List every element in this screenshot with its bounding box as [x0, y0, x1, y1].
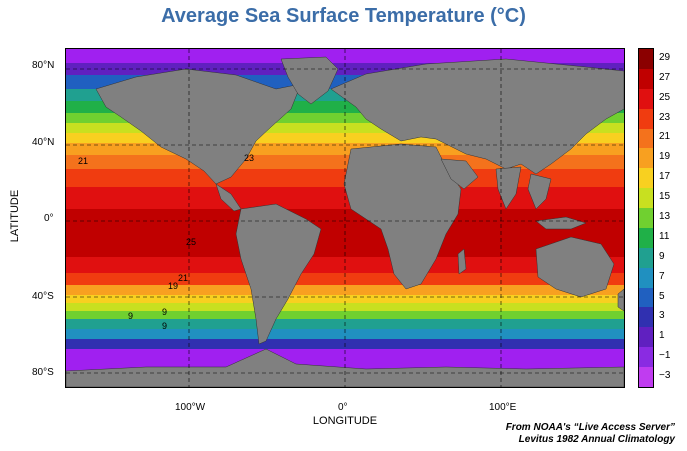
colorbar-tick-label: 15	[659, 191, 671, 203]
lon-tick-100w: 100°W	[175, 402, 206, 413]
colorbar-tick-label: 1	[659, 330, 665, 342]
temperature-colorbar	[638, 48, 654, 388]
colorbar-swatch	[639, 208, 653, 229]
madagascar	[457, 248, 467, 275]
lat-tick-0: 0°	[44, 213, 54, 224]
colorbar-tick-label: 5	[659, 290, 665, 302]
colorbar-tick-label: 17	[659, 171, 671, 183]
colorbar-tick-label: 13	[659, 211, 671, 222]
colorbar-tick-label: 27	[659, 71, 671, 83]
colorbar-tick-label: 7	[659, 270, 665, 282]
credit-line-2: Levitus 1982 Annual Climatology	[518, 434, 675, 445]
credit-text: From NOAA's “Live Access Server” Levitus…	[506, 422, 675, 446]
colorbar-swatch	[639, 88, 653, 110]
colorbar-swatch	[639, 128, 653, 149]
contour-label: 21	[78, 156, 88, 166]
longitude-axis-label: LONGITUDE	[312, 415, 378, 427]
lon-tick-0: 0°	[338, 402, 348, 413]
contour-label: 19	[168, 281, 178, 291]
colorbar-tick-label: −3	[659, 370, 671, 382]
southeast-asia	[527, 173, 552, 210]
latitude-axis-label: LATITUDE	[9, 189, 21, 243]
colorbar-tick-label: 9	[659, 250, 665, 262]
colorbar-swatch	[639, 247, 653, 269]
indonesia	[535, 216, 587, 230]
central-america	[215, 183, 242, 212]
colorbar-swatch	[639, 168, 653, 189]
sst-map: 21 23 25 21 19 9 9 9	[65, 48, 625, 388]
lat-tick-80n: 80°N	[32, 60, 55, 71]
colorbar-tick-label: 19	[659, 151, 671, 163]
new-zealand	[617, 288, 624, 312]
contour-labels: 21 23 25 21 19 9 9 9	[78, 153, 254, 331]
colorbar-swatch	[639, 367, 653, 388]
colorbar-tick-label: 25	[659, 91, 671, 103]
contour-label: 23	[244, 153, 254, 163]
contour-label: 21	[178, 273, 188, 283]
contour-label: 9	[162, 321, 167, 331]
lat-tick-40n: 40°N	[32, 137, 55, 148]
credit-line-1: From NOAA's “Live Access Server”	[505, 422, 675, 433]
colorbar-swatch	[639, 347, 653, 368]
lon-tick-100e: 100°E	[489, 402, 517, 413]
colorbar-tick-label: 21	[659, 131, 671, 143]
contour-label: 9	[128, 311, 133, 321]
map-title: Average Sea Surface Temperature (°C)	[161, 5, 526, 27]
colorbar-tick-label: 23	[659, 111, 671, 123]
south-america	[235, 203, 322, 345]
arabia	[440, 158, 479, 190]
india	[495, 166, 522, 210]
sst-map-svg: 21 23 25 21 19 9 9 9	[66, 49, 624, 387]
colorbar-swatch	[639, 68, 653, 90]
australia	[535, 236, 615, 298]
colorbar-swatch	[639, 287, 653, 308]
colorbar-swatch	[639, 148, 653, 169]
colorbar-swatch	[639, 108, 653, 130]
north-america	[95, 68, 302, 185]
colorbar-swatch	[639, 327, 653, 348]
colorbar-swatch	[639, 267, 653, 289]
greenland	[280, 56, 339, 105]
colorbar-swatch	[639, 307, 653, 328]
graticule	[66, 49, 624, 387]
colorbar-swatch	[639, 227, 653, 249]
colorbar-tick-label: −1	[659, 350, 671, 362]
lat-tick-80s: 80°S	[32, 367, 54, 378]
colorbar-swatch	[639, 188, 653, 209]
lat-tick-40s: 40°S	[32, 291, 54, 302]
colorbar-swatch	[639, 49, 653, 70]
contour-label: 25	[186, 237, 196, 247]
colorbar-tick-label: 11	[659, 230, 670, 242]
colorbar-tick-label: 29	[659, 51, 671, 63]
colorbar-tick-label: 3	[659, 310, 665, 322]
contour-label: 9	[162, 307, 167, 317]
